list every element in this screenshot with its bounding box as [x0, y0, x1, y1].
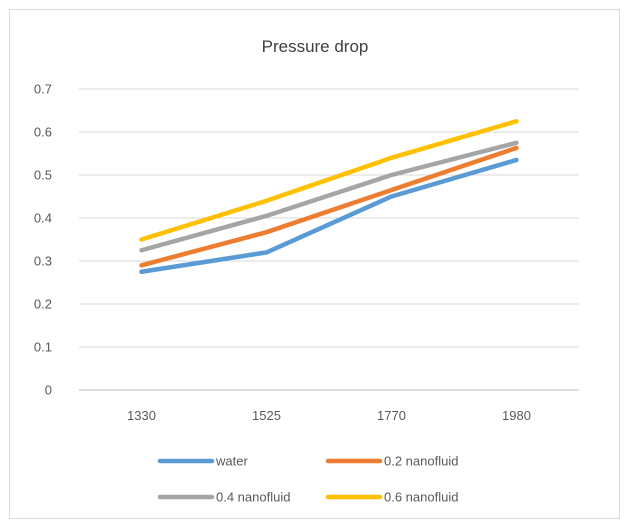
x-tick-label: 1525 [252, 408, 281, 423]
y-tick-label: 0.3 [34, 254, 52, 269]
y-tick-label: 0.7 [34, 82, 52, 97]
legend-label: 0.2 nanofluid [384, 454, 458, 469]
legend-label: water [215, 454, 248, 469]
legend-label: 0.6 nanofluid [384, 490, 458, 505]
series-lines [139, 119, 519, 274]
gridlines [79, 88, 579, 391]
series-line-3 [139, 119, 519, 242]
y-tick-label: 0.6 [34, 125, 52, 140]
chart-area [9, 9, 620, 519]
y-tick-label: 0.4 [34, 211, 52, 226]
x-tick-label: 1770 [377, 408, 406, 423]
x-tick-label: 1980 [502, 408, 531, 423]
series-line-0 [139, 157, 519, 274]
legend-label: 0.4 nanofluid [216, 490, 290, 505]
x-tick-label: 1330 [127, 408, 156, 423]
y-tick-label: 0.1 [34, 340, 52, 355]
y-tick-label: 0.2 [34, 297, 52, 312]
series-line-2 [139, 140, 519, 253]
y-tick-label: 0 [45, 383, 52, 398]
y-axis-tick-labels: 0 0.1 0.2 0.3 0.4 0.5 0.6 0.7 [34, 82, 52, 398]
x-axis-tick-labels: 1330 1525 1770 1980 [127, 408, 531, 423]
chart-title: Pressure drop [262, 37, 369, 56]
y-tick-label: 0.5 [34, 168, 52, 183]
legend: water 0.2 nanofluid 0.4 nanofluid 0.6 nanof… [157, 454, 458, 505]
series-line-1 [139, 145, 519, 268]
